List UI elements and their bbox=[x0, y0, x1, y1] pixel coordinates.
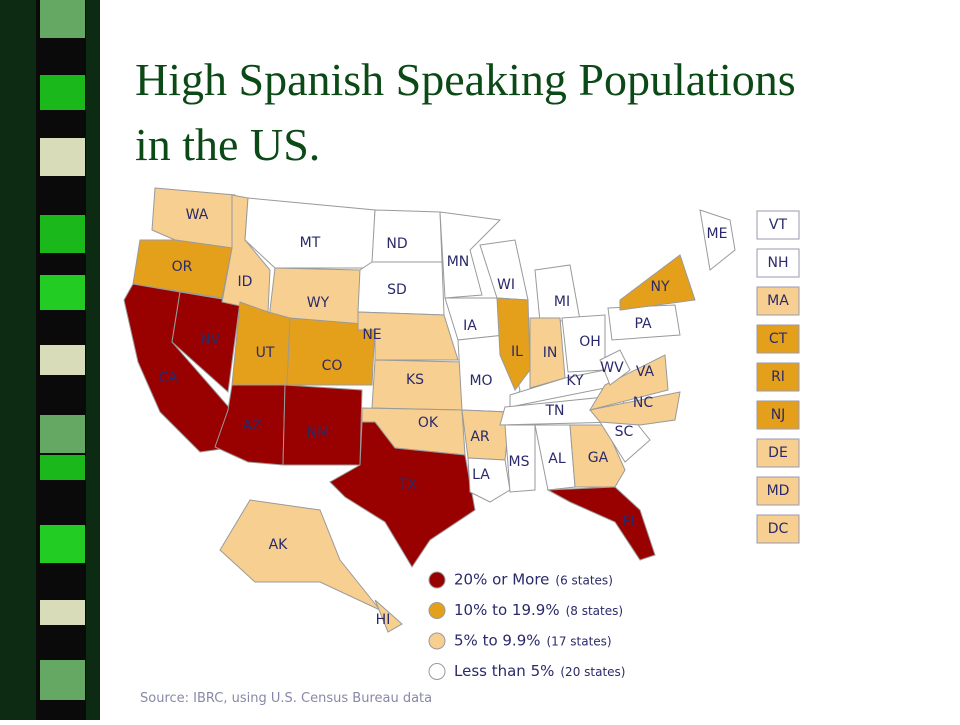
state-label: CO bbox=[322, 358, 343, 374]
small-state-label: VT bbox=[769, 217, 788, 233]
map: WA OR CA NV ID MT WY UT CO AZ NM ND SD NE KS OK TX MN IA MO… bbox=[123, 187, 800, 680]
legend-swatch bbox=[428, 632, 446, 650]
small-state-label: DC bbox=[768, 521, 789, 537]
title-line: High Spanish Speaking Populations bbox=[135, 54, 796, 105]
small-state-label: CT bbox=[769, 331, 788, 347]
state-label: NC bbox=[633, 395, 653, 411]
state bbox=[699, 209, 736, 271]
small-state-label: NH bbox=[768, 255, 789, 271]
legend-swatch bbox=[428, 663, 446, 680]
state bbox=[374, 599, 403, 633]
legend-note: (8 states) bbox=[566, 604, 623, 618]
small-state-box bbox=[756, 324, 800, 354]
legend-label: 10% to 19.9% bbox=[454, 601, 560, 619]
state-label: MN bbox=[447, 254, 470, 270]
legend-swatch bbox=[428, 571, 446, 589]
small-state-box bbox=[756, 400, 800, 430]
state-label: ID bbox=[238, 274, 253, 290]
side-stripes bbox=[0, 0, 100, 720]
state bbox=[504, 424, 536, 493]
legend-label: Less than 5% bbox=[454, 662, 554, 680]
state bbox=[599, 349, 631, 386]
state-label: WY bbox=[307, 295, 330, 311]
state-label: NY bbox=[650, 279, 669, 295]
state-label: AL bbox=[548, 451, 566, 467]
state-label: NV bbox=[200, 332, 220, 348]
state-label: WI bbox=[497, 277, 515, 293]
state-label: OH bbox=[579, 334, 601, 350]
state-label: PA bbox=[634, 316, 652, 332]
legend-label: 5% to 9.9% bbox=[454, 632, 541, 650]
state bbox=[589, 391, 681, 426]
small-state-label: NJ bbox=[771, 407, 786, 423]
state-label: HI bbox=[376, 612, 391, 628]
state bbox=[588, 354, 669, 411]
small-state-box bbox=[756, 514, 800, 544]
state bbox=[467, 457, 511, 503]
state-label: ND bbox=[386, 236, 407, 252]
state bbox=[619, 254, 696, 311]
state bbox=[439, 211, 502, 299]
state-label: AK bbox=[269, 537, 289, 553]
legend-note: (17 states) bbox=[547, 635, 612, 649]
state-label: VA bbox=[636, 364, 655, 380]
small-state-label: MA bbox=[767, 293, 789, 309]
state-label: NE bbox=[362, 327, 381, 343]
state bbox=[286, 317, 376, 386]
state-label: MO bbox=[469, 373, 492, 389]
state-label: TX bbox=[398, 477, 418, 493]
state-label: KY bbox=[566, 373, 584, 389]
state-label: MT bbox=[300, 235, 321, 251]
state-label: AR bbox=[470, 429, 490, 445]
state-label: CA bbox=[158, 370, 178, 386]
small-state-label: DE bbox=[768, 445, 788, 461]
small-state-box bbox=[756, 476, 800, 506]
state-label: AZ bbox=[242, 418, 261, 434]
state-label: IN bbox=[543, 345, 558, 361]
state-label: WV bbox=[600, 360, 624, 376]
small-state-box bbox=[756, 210, 800, 240]
small-state-box bbox=[756, 438, 800, 468]
source: Source: IBRC, using U.S. Census Bureau d… bbox=[140, 691, 432, 706]
state bbox=[329, 421, 476, 568]
state bbox=[546, 486, 656, 561]
state-label: SC bbox=[615, 424, 634, 440]
state bbox=[219, 499, 381, 611]
state-label: TN bbox=[544, 403, 564, 419]
state bbox=[496, 297, 531, 391]
legend-swatch bbox=[428, 602, 446, 619]
state-label: LA bbox=[472, 467, 490, 483]
small-state-box bbox=[756, 362, 800, 392]
state-label: SD bbox=[387, 282, 407, 298]
state-label: NM bbox=[307, 425, 330, 441]
small-state-label: RI bbox=[771, 369, 785, 385]
small-state-box bbox=[756, 248, 800, 278]
state-label: IA bbox=[463, 318, 477, 334]
state-label: IL bbox=[511, 344, 523, 360]
state-label: MS bbox=[509, 454, 530, 470]
title-line: in the US. bbox=[135, 119, 320, 170]
small-state-box bbox=[756, 286, 800, 316]
state-label: OK bbox=[418, 415, 439, 431]
state bbox=[171, 291, 241, 394]
legend-note: (6 states) bbox=[555, 574, 612, 588]
legend-note: (20 states) bbox=[560, 665, 625, 679]
small-state-label: MD bbox=[767, 483, 790, 499]
state-label: FL bbox=[622, 514, 638, 530]
state-label: MI bbox=[554, 294, 570, 310]
state-label: WA bbox=[186, 207, 209, 223]
state bbox=[244, 197, 376, 269]
state-label: KS bbox=[406, 372, 424, 388]
state-label: GA bbox=[588, 450, 609, 466]
state-label: UT bbox=[256, 345, 275, 361]
state-label: OR bbox=[172, 259, 193, 275]
legend-label: 20% or More bbox=[454, 571, 549, 589]
state-label: ME bbox=[707, 226, 728, 242]
